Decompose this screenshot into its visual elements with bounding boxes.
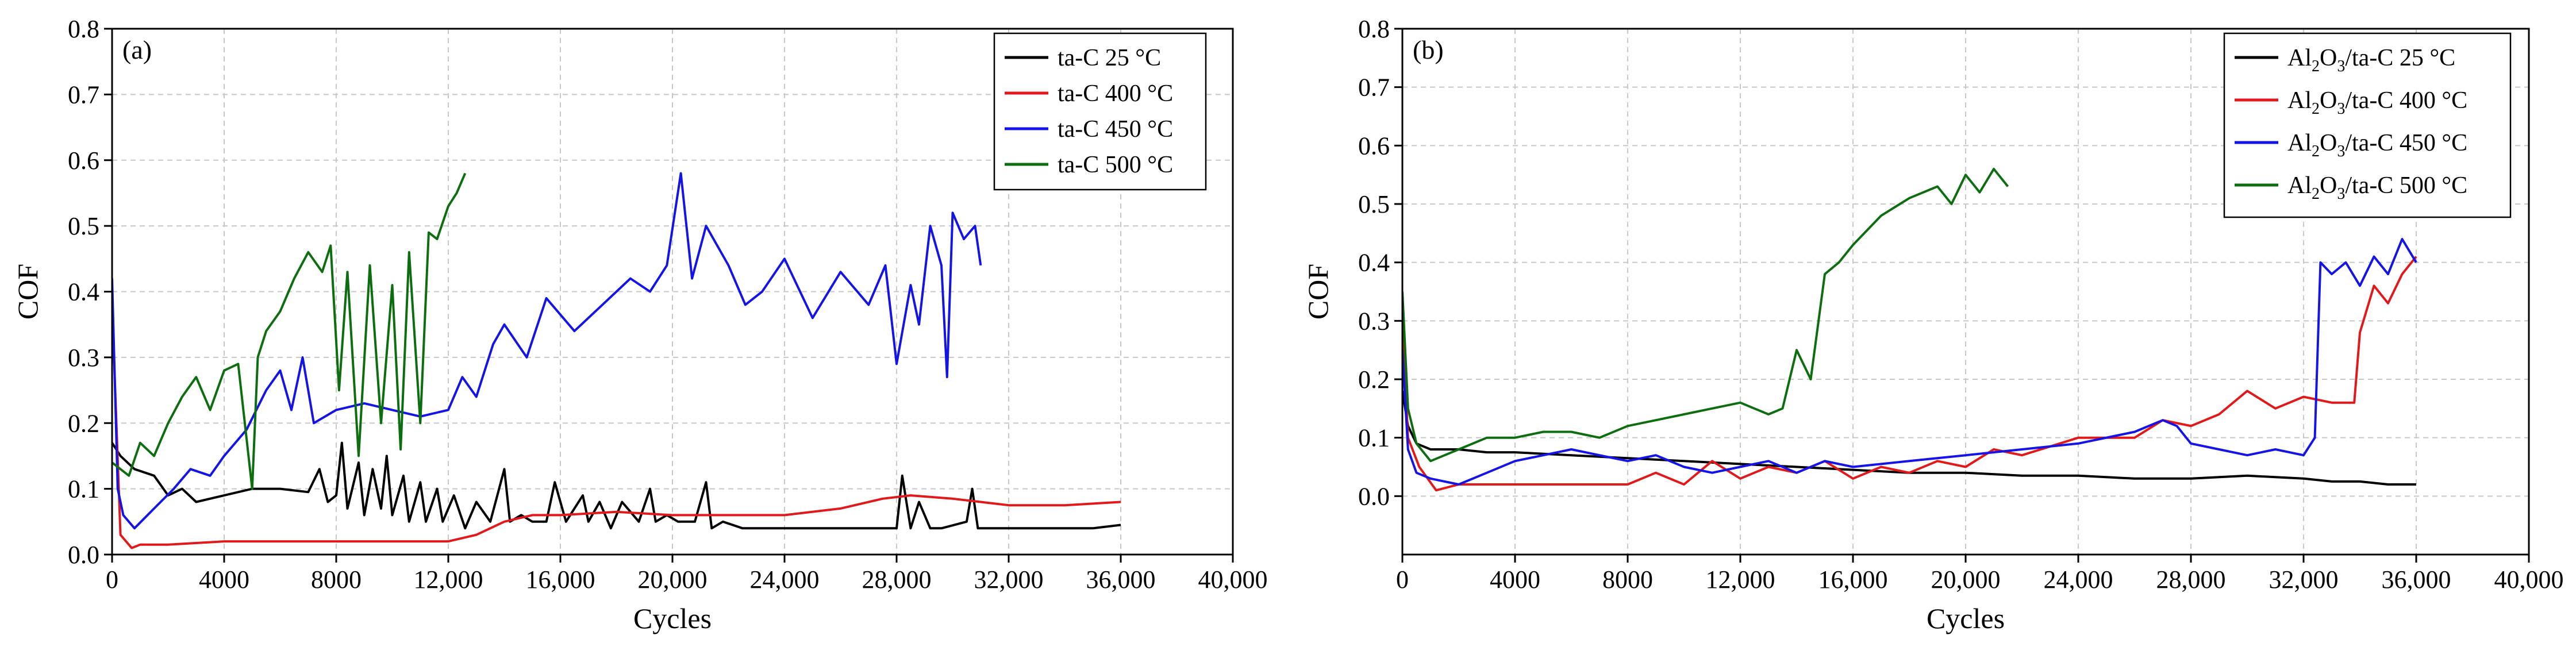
legend-label: Al2O3/ta-C 500 °C (2287, 172, 2467, 203)
legend-text-part: Al (2287, 172, 2312, 199)
y-tick-label: 0.4 (1358, 249, 1390, 277)
legend-subscript: 2 (2312, 57, 2320, 75)
series-line-1 (112, 305, 1121, 549)
legend-label: Al2O3/ta-C 450 °C (2287, 130, 2467, 160)
legend-subscript: 3 (2337, 100, 2345, 118)
panel-label: (a) (122, 35, 152, 64)
x-tick-label: 12,000 (1706, 565, 1775, 594)
y-tick-label: 0.4 (68, 278, 99, 306)
y-tick-label: 0.5 (1358, 190, 1390, 218)
series-line-2 (112, 172, 982, 530)
y-tick-label: 0.6 (68, 147, 99, 175)
x-tick-label: 0 (1396, 565, 1409, 594)
legend-label: ta-C 500 °C (1058, 152, 1173, 178)
x-tick-label: 20,000 (1931, 565, 2001, 594)
y-tick-label: 0.3 (68, 344, 99, 372)
x-tick-label: 40,000 (2494, 565, 2564, 594)
chart-panel-a: 0 4000 8000 12,000 16,000 20,000 24,000 28,000 3… (11, 15, 1268, 634)
chart-panel-b: 0 4000 8000 12,000 16,000 20,000 24,000 28,000 3… (1302, 15, 2564, 634)
legend-text-part: O (2320, 172, 2337, 199)
x-axis-label: Cycles (633, 602, 712, 634)
y-tick-label: 0.7 (68, 80, 99, 109)
series-line-3 (1402, 168, 2009, 463)
legend-box (2223, 32, 2512, 218)
x-tick-label: 20,000 (638, 565, 708, 594)
series-line-2 (1402, 238, 2417, 486)
panel-label: (b) (1413, 35, 1444, 64)
series-line-1 (1402, 256, 2417, 492)
x-tick-label: 16,000 (526, 565, 595, 594)
legend-label: ta-C 400 °C (1058, 80, 1173, 107)
x-tick-label: 8000 (1602, 565, 1653, 594)
x-tick-label: 24,000 (750, 565, 820, 594)
y-axis-label: COF (11, 264, 44, 320)
legend-text-part: O (2320, 45, 2337, 71)
legend-text-part: /ta-C 400 °C (2345, 87, 2467, 114)
legend-label: Al2O3/ta-C 400 °C (2287, 87, 2467, 118)
x-axis-label: Cycles (1927, 602, 2005, 634)
x-tick-label: 36,000 (1086, 565, 1156, 594)
y-tick-label: 0.7 (1358, 74, 1390, 102)
legend-text-part: ta-C 450 °C (1058, 116, 1173, 143)
legend-subscript: 3 (2337, 143, 2345, 160)
y-tick-label: 0.0 (68, 541, 99, 569)
legend-text-part: ta-C 400 °C (1058, 80, 1173, 107)
series-line-3 (112, 172, 467, 490)
x-tick-label: 4000 (199, 565, 249, 594)
y-tick-label: 0.6 (1358, 132, 1390, 160)
x-tick-label: 4000 (1490, 565, 1540, 594)
legend-text-part: Al (2287, 87, 2312, 114)
series-line-0 (112, 441, 1121, 530)
x-tick-label: 36,000 (2382, 565, 2451, 594)
legend-text-part: O (2320, 87, 2337, 114)
y-tick-label: 0.2 (1358, 365, 1390, 394)
legend-subscript: 2 (2312, 185, 2320, 203)
legend-text-part: Al (2287, 130, 2312, 156)
legend-text-part: /ta-C 450 °C (2345, 130, 2467, 156)
y-tick-label: 0.1 (68, 475, 99, 503)
y-tick-label: 0.8 (1358, 15, 1390, 43)
legend-subscript: 2 (2312, 143, 2320, 160)
y-tick-label: 0.3 (1358, 307, 1390, 335)
x-tick-label: 32,000 (2269, 565, 2339, 594)
legend-text-part: ta-C 25 °C (1058, 45, 1161, 71)
y-tick-label: 0.5 (68, 212, 99, 240)
legend: ta-C 25 °C ta-C 400 °C ta-C 450 °C ta-C 500… (993, 32, 1207, 191)
x-tick-label: 28,000 (2156, 565, 2226, 594)
legend-text-part: /ta-C 25 °C (2345, 45, 2455, 71)
y-axis-label: COF (1302, 264, 1334, 320)
x-tick-label: 0 (106, 565, 118, 594)
y-tick-label: 0.1 (1358, 424, 1390, 452)
x-tick-label: 8000 (311, 565, 362, 594)
x-tick-label: 16,000 (1818, 565, 1888, 594)
x-tick-label: 28,000 (862, 565, 932, 594)
legend-text-part: /ta-C 500 °C (2345, 172, 2467, 199)
x-tick-label: 24,000 (2044, 565, 2113, 594)
legend-text-part: Al (2287, 45, 2312, 71)
legend-text-part: ta-C 500 °C (1058, 152, 1173, 178)
legend-text-part: O (2320, 130, 2337, 156)
legend-label: Al2O3/ta-C 25 °C (2287, 45, 2455, 75)
legend-subscript: 3 (2337, 185, 2345, 203)
legend-label: ta-C 450 °C (1058, 116, 1173, 143)
x-tick-label: 12,000 (414, 565, 483, 594)
y-tick-label: 0.2 (68, 409, 99, 437)
y-tick-label: 0.8 (68, 15, 99, 43)
x-tick-label: 32,000 (974, 565, 1044, 594)
legend-subscript: 2 (2312, 100, 2320, 118)
y-tick-label: 0.0 (1358, 482, 1390, 510)
legend-subscript: 3 (2337, 57, 2345, 75)
legend-label: ta-C 25 °C (1058, 45, 1161, 71)
x-tick-label: 40,000 (1198, 565, 1268, 594)
